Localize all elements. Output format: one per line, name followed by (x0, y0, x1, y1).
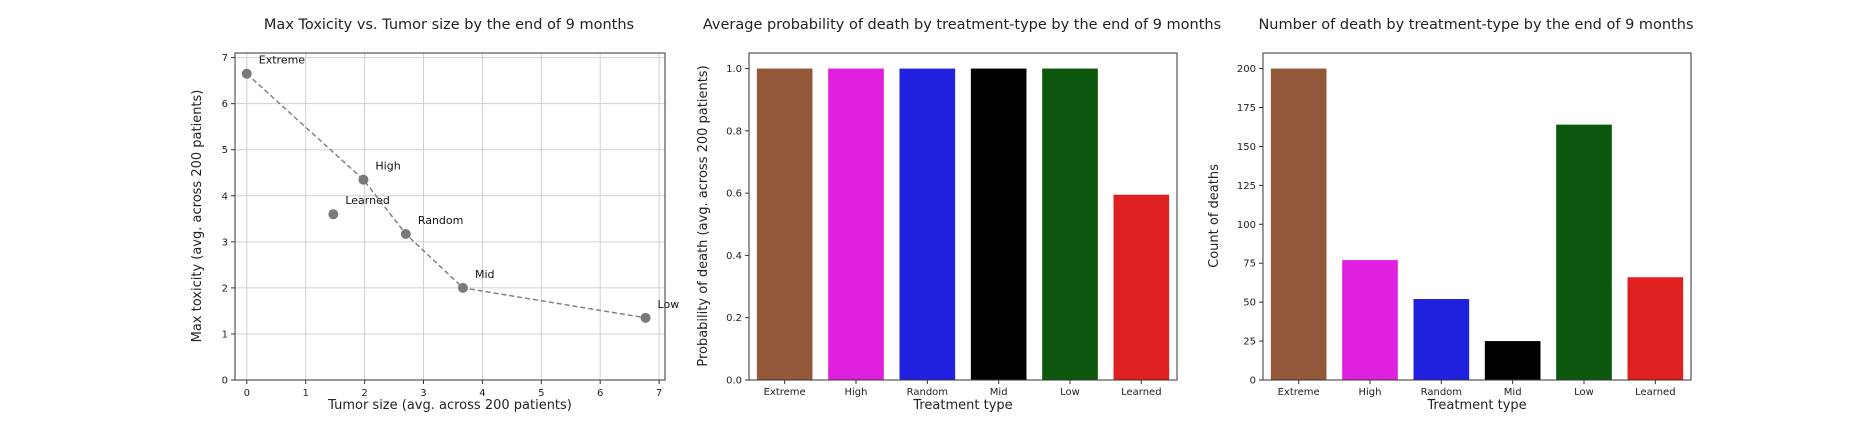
scatter-point (241, 68, 252, 79)
point-annotation: Mid (475, 268, 495, 281)
y-tick-label: 4 (222, 191, 228, 202)
x-tick-label: 3 (420, 388, 426, 399)
bar (899, 68, 956, 381)
scatter-point (400, 229, 411, 240)
y-tick-label: 0 (1250, 376, 1256, 387)
category-label: Random (1421, 387, 1462, 398)
y-tick-label: 150 (1237, 142, 1256, 153)
y-tick-label: 75 (1243, 259, 1256, 270)
bar (756, 68, 813, 381)
bar (1556, 124, 1612, 380)
x-tick-label: 4 (479, 388, 485, 399)
bar (1627, 277, 1684, 380)
bar (1484, 341, 1541, 380)
bar (1342, 260, 1398, 380)
y-tick-label: 0.4 (726, 251, 742, 262)
x-tick-label: 0 (244, 388, 250, 399)
count-bars (1270, 68, 1684, 381)
category-label: High (1359, 387, 1382, 398)
bar (970, 68, 1027, 381)
probability-title: Average probability of death by treatmen… (703, 17, 1221, 33)
y-tick-label: 3 (222, 237, 228, 248)
point-annotation: Extreme (259, 54, 306, 67)
y-tick-label: 7 (222, 53, 228, 64)
y-tick-label: 1.0 (726, 64, 742, 75)
scatter-point (457, 282, 468, 293)
scatter-panel: Max Toxicity vs. Tumor size by the end o… (190, 17, 679, 413)
y-tick-label: 0.0 (726, 376, 742, 387)
probability-y-label: Probability of death (avg. across 200 pa… (696, 65, 711, 366)
category-label: Learned (1635, 387, 1675, 398)
point-annotation: High (375, 160, 400, 173)
y-tick-label: 175 (1237, 103, 1256, 114)
count-bar-panel: Number of death by treatment-type by the… (1207, 17, 1694, 413)
x-tick-label: 5 (538, 388, 544, 399)
category-label: Extreme (1278, 387, 1320, 398)
count-frame (1262, 52, 1692, 381)
y-tick-label: 5 (222, 145, 228, 156)
y-tick-label: 100 (1237, 220, 1256, 231)
x-tick-label: 6 (597, 388, 603, 399)
scatter-frame (234, 52, 666, 381)
probability-ticks: Extreme High Random Mid Low Learned 0.0 0.2 0.4 0… (726, 64, 1161, 398)
point-annotation: Low (658, 298, 680, 311)
y-tick-label: 0.8 (726, 126, 742, 137)
scatter-points: Extreme High Learned Random Mid Low (241, 54, 680, 323)
probability-bar-panel: Average probability of death by treatmen… (696, 17, 1221, 413)
category-label: Mid (1504, 387, 1522, 398)
y-tick-label: 0 (222, 376, 228, 387)
category-label: Low (1574, 387, 1594, 398)
y-tick-label: 25 (1243, 337, 1256, 348)
category-label: High (845, 387, 868, 398)
scatter-point (358, 174, 369, 185)
probability-frame (748, 52, 1178, 381)
scatter-title: Max Toxicity vs. Tumor size by the end o… (264, 17, 634, 33)
y-tick-label: 1 (222, 329, 228, 340)
category-label: Random (907, 387, 948, 398)
y-tick-label: 0.6 (726, 189, 742, 200)
probability-x-label: Treatment type (912, 398, 1012, 413)
y-tick-label: 200 (1237, 64, 1256, 75)
scatter-point (640, 312, 651, 323)
point-annotation: Learned (345, 194, 390, 207)
scatter-grid (235, 53, 665, 381)
x-tick-label: 7 (656, 388, 662, 399)
category-label: Learned (1121, 387, 1161, 398)
bar (1270, 68, 1327, 381)
scatter-x-label: Tumor size (avg. across 200 patients) (327, 398, 572, 413)
bar (828, 68, 884, 381)
y-tick-label: 6 (222, 99, 228, 110)
y-tick-label: 125 (1237, 181, 1256, 192)
count-x-label: Treatment type (1426, 398, 1526, 413)
count-title: Number of death by treatment-type by the… (1258, 17, 1693, 33)
y-tick-label: 50 (1243, 298, 1256, 309)
bar (1042, 68, 1098, 381)
probability-bars (756, 68, 1170, 381)
category-label: Low (1060, 387, 1080, 398)
count-ticks: Extreme High Random Mid Low Learned 0 25 50 75 100… (1237, 64, 1676, 398)
point-annotation: Random (418, 214, 464, 227)
bar (1113, 194, 1170, 380)
count-y-label: Count of deaths (1207, 164, 1222, 268)
x-tick-label: 2 (361, 388, 367, 399)
y-tick-label: 0.2 (726, 313, 742, 324)
category-label: Extreme (764, 387, 806, 398)
scatter-ticks: 0 1 2 3 4 5 6 7 0 1 2 3 4 5 6 7 (222, 53, 663, 399)
scatter-y-label: Max toxicity (avg. across 200 patients) (190, 90, 205, 343)
x-tick-label: 1 (302, 388, 308, 399)
scatter-point (328, 209, 339, 220)
bar (1413, 299, 1470, 380)
y-tick-label: 2 (222, 283, 228, 294)
category-label: Mid (990, 387, 1008, 398)
